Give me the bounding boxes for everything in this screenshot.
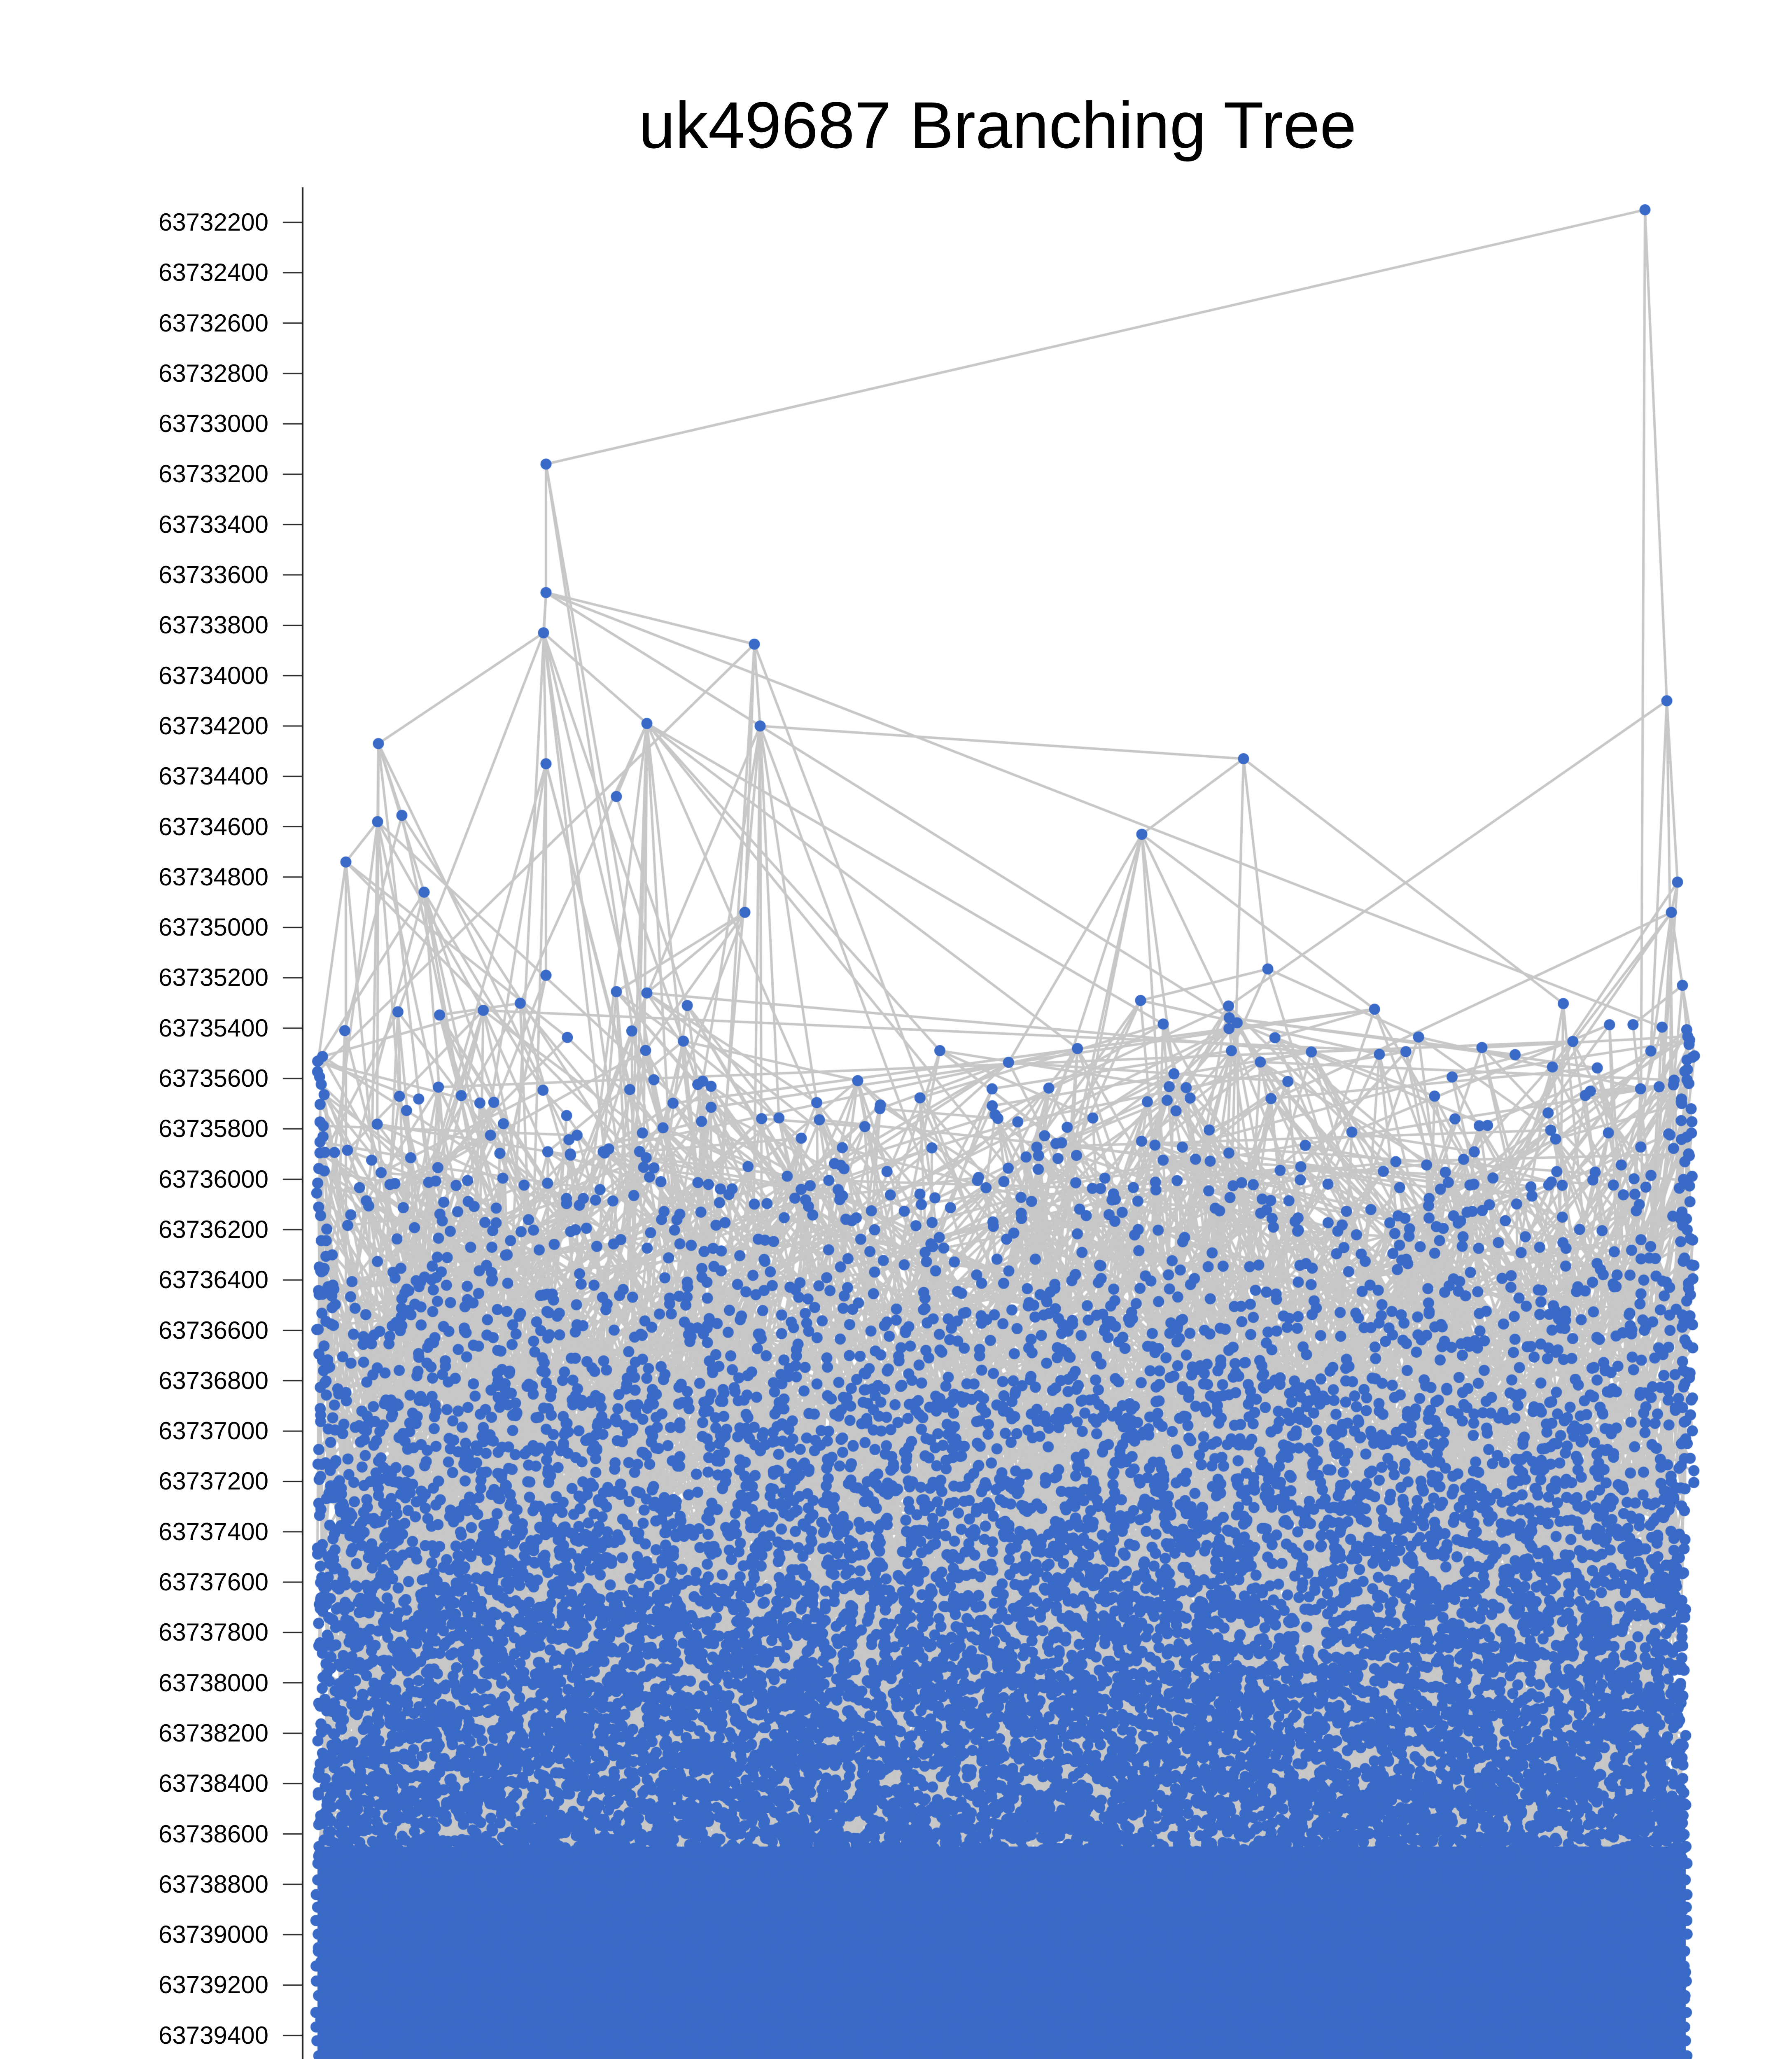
y-tick-label: 63737800 — [159, 1618, 268, 1646]
y-tick-label: 63734600 — [159, 812, 268, 840]
y-tick-label: 63735000 — [159, 913, 268, 941]
y-tick-label: 63733000 — [159, 410, 268, 438]
y-tick-label: 63738800 — [159, 1870, 268, 1898]
y-tick-label: 63733800 — [159, 611, 268, 639]
chart-title: uk49687 Branching Tree — [638, 88, 1357, 162]
y-tick-label: 63732600 — [159, 309, 268, 337]
y-tick-label: 63736400 — [159, 1266, 268, 1294]
y-tick-label: 63734000 — [159, 661, 268, 689]
y-tick-label: 63738600 — [159, 1820, 268, 1848]
y-tick-label: 63738400 — [159, 1770, 268, 1798]
y-tick-label: 63733600 — [159, 561, 268, 589]
y-tick-label: 63737400 — [159, 1517, 268, 1545]
y-tick-label: 63737200 — [159, 1467, 268, 1495]
y-tick-label: 63735400 — [159, 1014, 268, 1042]
y-tick-label: 63736000 — [159, 1165, 268, 1193]
y-tick-label: 63735600 — [159, 1065, 268, 1093]
y-tick-label: 63738200 — [159, 1719, 268, 1747]
y-tick-label: 63739400 — [159, 2021, 268, 2049]
y-tick-label: 63734400 — [159, 762, 268, 790]
y-tick-label: 63736800 — [159, 1366, 268, 1394]
y-tick-label: 63732400 — [159, 259, 268, 287]
y-tick-label: 63732200 — [159, 208, 268, 236]
y-tick-label: 63735200 — [159, 964, 268, 992]
y-tick-label: 63736600 — [159, 1316, 268, 1344]
y-tick-label: 63733400 — [159, 510, 268, 538]
y-tick-label: 63737600 — [159, 1568, 268, 1596]
y-tick-label: 63734200 — [159, 712, 268, 740]
y-tick-label: 63734800 — [159, 863, 268, 891]
y-tick-label: 63733200 — [159, 460, 268, 488]
y-tick-label: 63736200 — [159, 1215, 268, 1243]
y-tick-label: 63735800 — [159, 1115, 268, 1143]
y-tick-label: 63737000 — [159, 1417, 268, 1445]
y-tick-label: 63738000 — [159, 1669, 268, 1697]
y-tick-label: 63732800 — [159, 359, 268, 387]
y-tick-label: 63739000 — [159, 1921, 268, 1949]
y-tick-label: 63739200 — [159, 1971, 268, 1999]
